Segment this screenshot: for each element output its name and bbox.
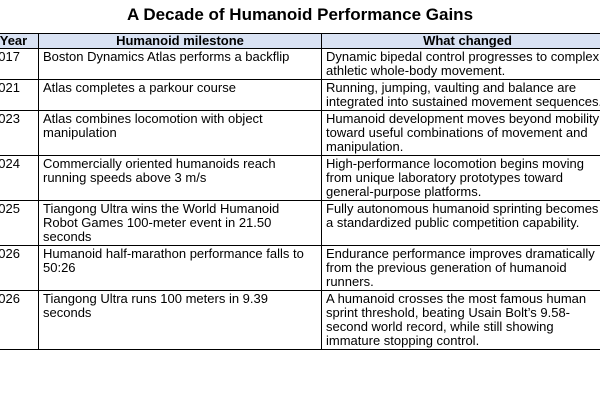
milestones-table: Year Humanoid milestone What changed 201… xyxy=(0,33,600,350)
milestone-cell: Humanoid half-marathon performance falls… xyxy=(38,245,322,291)
milestone-cell: Boston Dynamics Atlas performs a backfli… xyxy=(38,48,322,80)
what-changed-cell: High-performance locomotion begins movin… xyxy=(321,155,600,201)
table-header-row: Year Humanoid milestone What changed xyxy=(0,33,600,49)
what-changed-cell: A humanoid crosses the most famous human… xyxy=(321,290,600,350)
table-row: 2025 Tiangong Ultra wins the World Human… xyxy=(0,200,600,246)
milestone-cell: Commercially oriented humanoids reach ru… xyxy=(38,155,322,201)
year-cell: 2025 xyxy=(0,200,39,246)
table-row: 2026 Tiangong Ultra runs 100 meters in 9… xyxy=(0,290,600,350)
milestone-cell: Tiangong Ultra runs 100 meters in 9.39 s… xyxy=(38,290,322,350)
table-row: 2026 Humanoid half-marathon performance … xyxy=(0,245,600,291)
milestones-table-container: Year Humanoid milestone What changed 201… xyxy=(0,33,600,400)
table-row: 2021 Atlas completes a parkour course Ru… xyxy=(0,79,600,111)
what-changed-cell: Dynamic bipedal control progresses to co… xyxy=(321,48,600,80)
table-row: 2024 Commercially oriented humanoids rea… xyxy=(0,155,600,201)
what-changed-cell: Humanoid development moves beyond mobili… xyxy=(321,110,600,156)
milestone-cell: Atlas completes a parkour course xyxy=(38,79,322,111)
year-cell: 2026 xyxy=(0,245,39,291)
what-changed-cell: Endurance performance improves dramatica… xyxy=(321,245,600,291)
milestone-cell: Atlas combines locomotion with object ma… xyxy=(38,110,322,156)
page-title: A Decade of Humanoid Performance Gains xyxy=(126,5,474,24)
what-changed-cell: Running, jumping, vaulting and balance a… xyxy=(321,79,600,111)
column-header-what-changed: What changed xyxy=(321,33,600,49)
year-cell: 2023 xyxy=(0,110,39,156)
column-header-year: Year xyxy=(0,33,39,49)
table-row: 2017 Boston Dynamics Atlas performs a ba… xyxy=(0,48,600,80)
year-cell: 2017 xyxy=(0,48,39,80)
year-cell: 2024 xyxy=(0,155,39,201)
year-cell: 2026 xyxy=(0,290,39,350)
milestone-cell: Tiangong Ultra wins the World Humanoid R… xyxy=(38,200,322,246)
table-row: 2023 Atlas combines locomotion with obje… xyxy=(0,110,600,156)
column-header-milestone: Humanoid milestone xyxy=(38,33,322,49)
year-cell: 2021 xyxy=(0,79,39,111)
what-changed-cell: Fully autonomous humanoid sprinting beco… xyxy=(321,200,600,246)
